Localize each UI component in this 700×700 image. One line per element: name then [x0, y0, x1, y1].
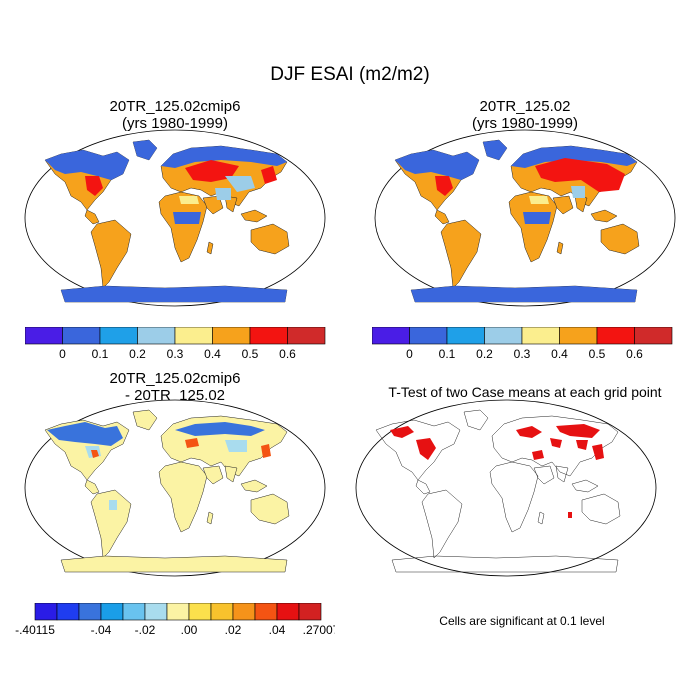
colorbar-tick-label: 0.6 [626, 347, 643, 361]
colorbar-swatch [56, 603, 80, 621]
panel-d-title: T-Test of two Case means at each grid po… [388, 384, 662, 400]
colorbar-swatch [100, 603, 124, 621]
colorbar-tick-label: 0.6 [279, 347, 296, 361]
colorbar-tick-label: -.02 [135, 623, 156, 637]
panel-c-title: 20TR_125.02cmip6 - 20TR_125.02 [25, 370, 325, 404]
colorbar-panel-a: 0 0.1 0.2 0.3 0.4 0.5 0.6 [25, 327, 326, 361]
colorbar-tick-label: 0.2 [129, 347, 146, 361]
colorbar-tick-label: .27007 [303, 623, 335, 637]
panel-d-map [355, 399, 657, 577]
colorbar-swatch [254, 603, 278, 621]
colorbar-tick-label: 0.4 [551, 347, 568, 361]
colorbar-swatch [137, 327, 176, 345]
panel-b-title: 20TR_125.02 (yrs 1980-1999) [375, 98, 675, 132]
colorbar-swatch [276, 603, 300, 621]
colorbar-swatch [287, 327, 326, 345]
colorbar-tick-label: .04 [269, 623, 286, 637]
colorbar-tick-label: -.40115 [15, 623, 55, 637]
colorbar-swatch [596, 327, 635, 345]
panel-c-title-line1: 20TR_125.02cmip6 [109, 370, 241, 387]
panel-b-title-line2: (yrs 1980-1999) [472, 115, 578, 132]
colorbar-swatch [249, 327, 288, 345]
panel-c-map [24, 399, 326, 577]
colorbar-swatch [484, 327, 523, 345]
colorbar-swatch [298, 603, 322, 621]
colorbar-swatch [174, 327, 213, 345]
figure-title: DJF ESAI (m2/m2) [270, 64, 430, 85]
colorbar-swatch [78, 603, 102, 621]
colorbar-tick-label: 0.3 [514, 347, 531, 361]
colorbar-swatch [166, 603, 190, 621]
colorbar-tick-label: 0 [406, 347, 413, 361]
colorbar-panel-b: 0 0.1 0.2 0.3 0.4 0.5 0.6 [372, 327, 673, 361]
colorbar-swatch [122, 603, 146, 621]
colorbar-swatch [188, 603, 212, 621]
colorbar-tick-label: .00 [181, 623, 198, 637]
panel-c-title-line2: - 20TR_125.02 [124, 387, 226, 404]
colorbar-tick-label: 0.2 [476, 347, 493, 361]
colorbar-swatch [25, 327, 63, 345]
significance-note: Cells are significant at 0.1 level [439, 614, 605, 628]
panel-b-title-line1: 20TR_125.02 [479, 98, 571, 115]
panel-a-title-line2: (yrs 1980-1999) [122, 115, 228, 132]
colorbar-swatch [144, 603, 168, 621]
colorbar-tick-label: .02 [225, 623, 242, 637]
colorbar-swatch [409, 327, 448, 345]
colorbar-swatch [212, 327, 251, 345]
colorbar-swatch [210, 603, 234, 621]
panel-b-map [374, 129, 676, 307]
colorbar-swatch [62, 327, 101, 345]
colorbar-tick-label: 0.1 [92, 347, 109, 361]
colorbar-tick-label: 0.5 [242, 347, 259, 361]
colorbar-panel-c: -.40115 -.04 -.02 .00 .02 .04 .27007 [15, 603, 335, 637]
colorbar-tick-label: 0.1 [439, 347, 456, 361]
colorbar-swatch [634, 327, 673, 345]
colorbar-tick-label: 0 [59, 347, 66, 361]
colorbar-tick-label: -.04 [91, 623, 112, 637]
colorbar-swatch [521, 327, 560, 345]
colorbar-tick-label: 0.4 [204, 347, 221, 361]
colorbar-swatch [99, 327, 138, 345]
panel-a-map [24, 129, 326, 307]
colorbar-swatch [372, 327, 410, 345]
panel-a-title-line1: 20TR_125.02cmip6 [109, 98, 241, 115]
colorbar-swatch [446, 327, 485, 345]
colorbar-tick-label: 0.5 [589, 347, 606, 361]
colorbar-swatch [559, 327, 598, 345]
colorbar-tick-label: 0.3 [167, 347, 184, 361]
colorbar-swatch [34, 603, 58, 621]
colorbar-swatch [232, 603, 256, 621]
panel-a-title: 20TR_125.02cmip6 (yrs 1980-1999) [25, 98, 325, 132]
